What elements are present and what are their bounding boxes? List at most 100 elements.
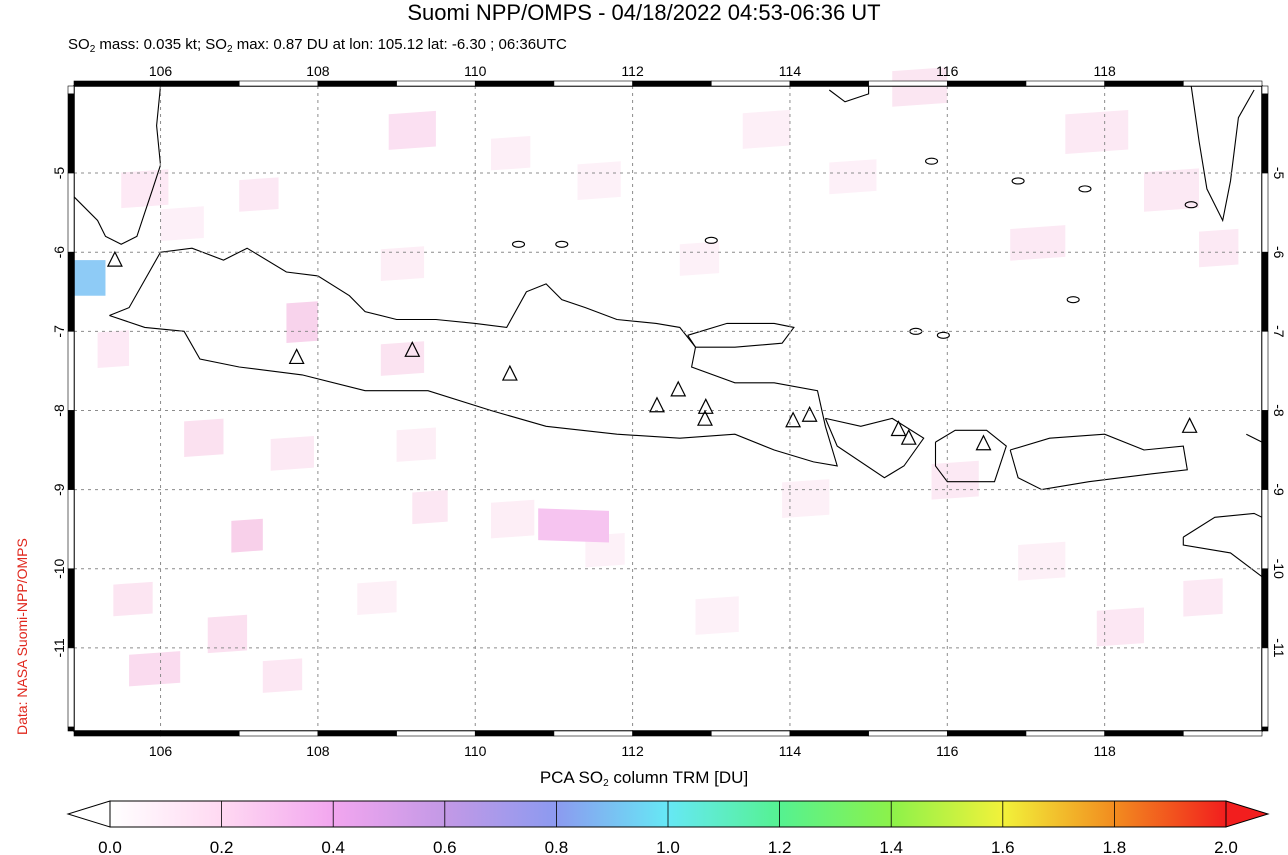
- subtitle-text-2: mass: 0.035 kt; SO: [95, 36, 227, 53]
- islet: [936, 331, 950, 339]
- so2-pixel: [1143, 168, 1200, 212]
- lon-tick-label-top: 112: [621, 63, 644, 79]
- frame-segment: [1261, 568, 1269, 649]
- islet: [1078, 185, 1092, 193]
- tick-labels: 106 106 108 108 110 110 112 112 114 114 116 116 118 1…: [51, 63, 1287, 759]
- lat-tick-label-left: -5: [51, 167, 67, 180]
- frame-segment: [73, 730, 161, 737]
- frame-segment: [160, 80, 240, 87]
- so2-pixel: [160, 206, 204, 241]
- frame-segment: [474, 80, 555, 87]
- triangle-icon: [801, 405, 818, 422]
- frame-segment: [317, 80, 397, 87]
- frame-segment: [1261, 93, 1269, 174]
- frame-segment: [396, 80, 476, 87]
- islet: [925, 157, 939, 165]
- frame-segment: [67, 172, 75, 253]
- so2-pixel: [207, 614, 248, 654]
- coastline: [1009, 433, 1188, 491]
- lon-tick-label-bottom: 106: [149, 743, 173, 759]
- triangle-icon: [649, 396, 665, 413]
- frame-segment: [238, 80, 319, 87]
- so2-pixel: [742, 109, 790, 149]
- so2-pixel: [1010, 225, 1066, 261]
- frame-segment: [1025, 730, 1105, 737]
- coastline: [934, 429, 1007, 483]
- lat-tick-label-right: -9: [1271, 483, 1287, 496]
- frame-segment: [474, 730, 555, 737]
- frame-segment: [1261, 726, 1269, 732]
- lat-tick-label-right: -7: [1271, 325, 1287, 338]
- lon-tick-label-bottom: 108: [306, 743, 330, 759]
- triangle-icon: [670, 380, 687, 397]
- map-subtitle: SO2 mass: 0.035 kt; SO2 max: 0.87 DU at …: [68, 36, 567, 55]
- so2-pixel: [380, 341, 425, 376]
- so2-pixel: [262, 658, 303, 693]
- so2-pixel: [490, 499, 535, 539]
- so2-pixel: [1065, 109, 1129, 154]
- frame-segment: [73, 80, 161, 87]
- colorbar-title: PCA SO2 column TRM [DU]: [0, 768, 1288, 789]
- coastline: [687, 322, 795, 348]
- lon-tick-label-bottom: 118: [1093, 743, 1116, 759]
- frame-segment: [317, 730, 397, 737]
- lon-tick-label-top: 116: [936, 63, 959, 79]
- triangle-icon: [501, 364, 518, 381]
- lat-tick-label-left: -9: [51, 483, 67, 496]
- so2-pixel: [239, 177, 279, 212]
- frame-segment: [789, 80, 869, 87]
- coastline: [1190, 85, 1255, 223]
- frame-segment: [67, 647, 75, 728]
- so2-pixel: [184, 418, 224, 457]
- frame-segment: [67, 85, 75, 95]
- lon-tick-label-top: 110: [464, 63, 487, 79]
- frame-segment: [1183, 730, 1263, 737]
- frame-segment: [1025, 80, 1105, 87]
- triangle-icon: [900, 428, 917, 445]
- frame-segment: [67, 726, 75, 732]
- so2-pixel-layer: [97, 67, 1239, 693]
- lon-tick-label-bottom: 116: [936, 743, 959, 759]
- frame-segment: [67, 489, 75, 570]
- so2-pixel: [121, 169, 169, 209]
- subtitle-subscript-2: 2: [226, 44, 233, 55]
- so2-pixel: [113, 581, 153, 617]
- lon-tick-label-top: 108: [306, 63, 330, 79]
- so2-pixel: [931, 460, 979, 500]
- so2-max-pixel: [74, 260, 106, 296]
- lon-tick-label-top: 114: [779, 63, 802, 79]
- subtitle-text-3: max: 0.87 DU at lon: 105.12 lat: -6.30 ;…: [232, 36, 567, 53]
- frame-segment: [710, 730, 791, 737]
- frame-segment: [1261, 85, 1269, 95]
- coastline: [828, 86, 870, 103]
- frame-segment: [946, 730, 1027, 737]
- so2-pixel: [1018, 541, 1066, 581]
- triangle-icon: [1181, 416, 1198, 433]
- colorbar-title-text: PCA SO: [539, 768, 604, 787]
- lat-tick-label-left: -10: [51, 558, 67, 578]
- so2-pixel: [129, 651, 181, 687]
- lon-tick-label-top: 118: [1093, 63, 1116, 79]
- gridline-layer: [74, 86, 1262, 731]
- lat-tick-label-left: -8: [51, 404, 67, 417]
- frame-segment: [632, 80, 712, 87]
- triangle-icon: [975, 434, 992, 451]
- islet: [1184, 201, 1198, 209]
- triangle-icon: [288, 348, 305, 365]
- frame-segment: [1104, 730, 1184, 737]
- lat-tick-label-left: -6: [51, 246, 67, 259]
- triangle-icon: [697, 409, 713, 426]
- frame-segment: [1261, 331, 1269, 411]
- subtitle-subscript-1: 2: [89, 44, 96, 55]
- lon-tick-label-bottom: 112: [621, 743, 644, 759]
- frame-segment: [67, 410, 75, 490]
- coastline: [824, 417, 925, 479]
- so2-pixel: [577, 161, 621, 200]
- frame-segment: [67, 93, 75, 174]
- frame-segment: [946, 80, 1027, 87]
- so2-pixel: [270, 436, 314, 471]
- lat-tick-label-right: -10: [1271, 559, 1287, 579]
- so2-pixel: [892, 67, 948, 107]
- coastline: [1246, 433, 1263, 443]
